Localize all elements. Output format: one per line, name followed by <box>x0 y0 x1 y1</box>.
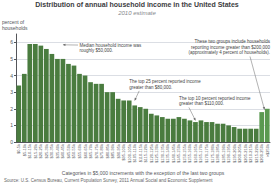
svg-text:households: households <box>2 25 28 31</box>
svg-text:$55-60k: $55-60k <box>77 144 82 158</box>
svg-text:$80-85k: $80-85k <box>105 144 110 158</box>
svg-text:$10-15k: $10-15k <box>27 144 32 158</box>
svg-text:2010 estimate: 2010 estimate <box>117 10 156 16</box>
svg-text:Median household income was: Median household income was <box>80 43 143 48</box>
svg-text:reporting income greater than: reporting income greater than $200,000 <box>191 45 271 50</box>
svg-text:These two groups include house: These two groups include households <box>194 39 270 44</box>
svg-text:$115-120k: $115-120k <box>143 144 148 163</box>
svg-text:$15-20k: $15-20k <box>33 144 38 158</box>
svg-text:$125-130k: $125-130k <box>154 144 159 163</box>
svg-text:$145-150k: $145-150k <box>176 144 181 163</box>
svg-text:(approximately 4 percent of ho: (approximately 4 percent of households). <box>188 50 270 55</box>
svg-text:roughly $50,000.: roughly $50,000. <box>80 48 114 53</box>
svg-text:Categories in $5,000 increment: Categories in $5,000 increments with the… <box>62 170 225 176</box>
svg-text:$75-80k: $75-80k <box>99 144 104 158</box>
svg-text:$150-155k: $150-155k <box>182 144 187 163</box>
svg-text:$105-110k: $105-110k <box>132 144 137 163</box>
svg-text:$20-25k: $20-25k <box>38 144 43 158</box>
svg-text:Distribution of annual househo: Distribution of annual household income … <box>35 1 239 8</box>
svg-text:The top 25 percent reported in: The top 25 percent reported income <box>129 79 201 84</box>
svg-text:$60-65k: $60-65k <box>83 144 88 158</box>
svg-text:$140-145k: $140-145k <box>171 144 176 163</box>
svg-text:5: 5 <box>10 56 13 62</box>
svg-text:$185-190k: $185-190k <box>221 144 226 163</box>
svg-text:$205-210k: $205-210k <box>243 144 248 163</box>
svg-text:$200-205k: $200-205k <box>237 144 242 163</box>
svg-text:$5-10k: $5-10k <box>22 144 27 156</box>
svg-text:$65-70k: $65-70k <box>88 144 93 158</box>
svg-text:$35-40k: $35-40k <box>55 144 60 158</box>
svg-text:greater than $80,000.: greater than $80,000. <box>129 85 172 90</box>
svg-text:$50-55k: $50-55k <box>71 144 76 158</box>
svg-text:$210-215k: $210-215k <box>248 144 253 163</box>
svg-text:$45-50k: $45-50k <box>66 144 71 158</box>
svg-text:$215-220k: $215-220k <box>254 144 259 163</box>
svg-text:$165-170k: $165-170k <box>198 144 203 163</box>
svg-text:The top 10 percent reported in: The top 10 percent reported income <box>179 96 251 101</box>
svg-text:$180-185k: $180-185k <box>215 144 220 163</box>
svg-text:$25-30k: $25-30k <box>44 144 49 158</box>
svg-text:$120-125k: $120-125k <box>149 144 154 163</box>
svg-text:$170-175k: $170-175k <box>204 144 209 163</box>
svg-text:Source: U.S. Census Bureau, Cu: Source: U.S. Census Bureau, Current Popu… <box>4 178 213 183</box>
svg-text:>$250k: >$250k <box>265 144 270 157</box>
svg-text:$155-160k: $155-160k <box>187 144 192 163</box>
svg-text:$40-45k: $40-45k <box>60 144 65 158</box>
svg-text:2: 2 <box>10 106 13 112</box>
svg-text:$195-200k: $195-200k <box>232 144 237 163</box>
svg-text:6: 6 <box>10 39 13 45</box>
svg-text:$200-250k: $200-250k <box>259 144 264 163</box>
svg-text:$100-105k: $100-105k <box>127 144 132 163</box>
svg-text:percent of: percent of <box>2 19 25 25</box>
svg-text:$0-5k: $0-5k <box>16 144 21 154</box>
svg-text:$85-90k: $85-90k <box>110 144 115 158</box>
svg-text:$70-75k: $70-75k <box>94 144 99 158</box>
svg-text:$95-100k: $95-100k <box>121 144 126 161</box>
svg-text:$190-195k: $190-195k <box>226 144 231 163</box>
svg-text:$130-135k: $130-135k <box>160 144 165 163</box>
svg-text:$30-35k: $30-35k <box>49 144 54 158</box>
svg-text:$90-95k: $90-95k <box>116 144 121 158</box>
svg-text:0: 0 <box>10 139 13 145</box>
svg-text:3: 3 <box>10 89 13 95</box>
svg-text:1: 1 <box>10 122 13 128</box>
svg-text:$135-140k: $135-140k <box>165 144 170 163</box>
svg-text:$110-115k: $110-115k <box>138 144 143 162</box>
svg-text:greater than $110,000.: greater than $110,000. <box>179 101 224 106</box>
svg-text:4: 4 <box>10 73 13 79</box>
svg-text:$175-180k: $175-180k <box>210 144 215 163</box>
svg-text:$160-165k: $160-165k <box>193 144 198 163</box>
